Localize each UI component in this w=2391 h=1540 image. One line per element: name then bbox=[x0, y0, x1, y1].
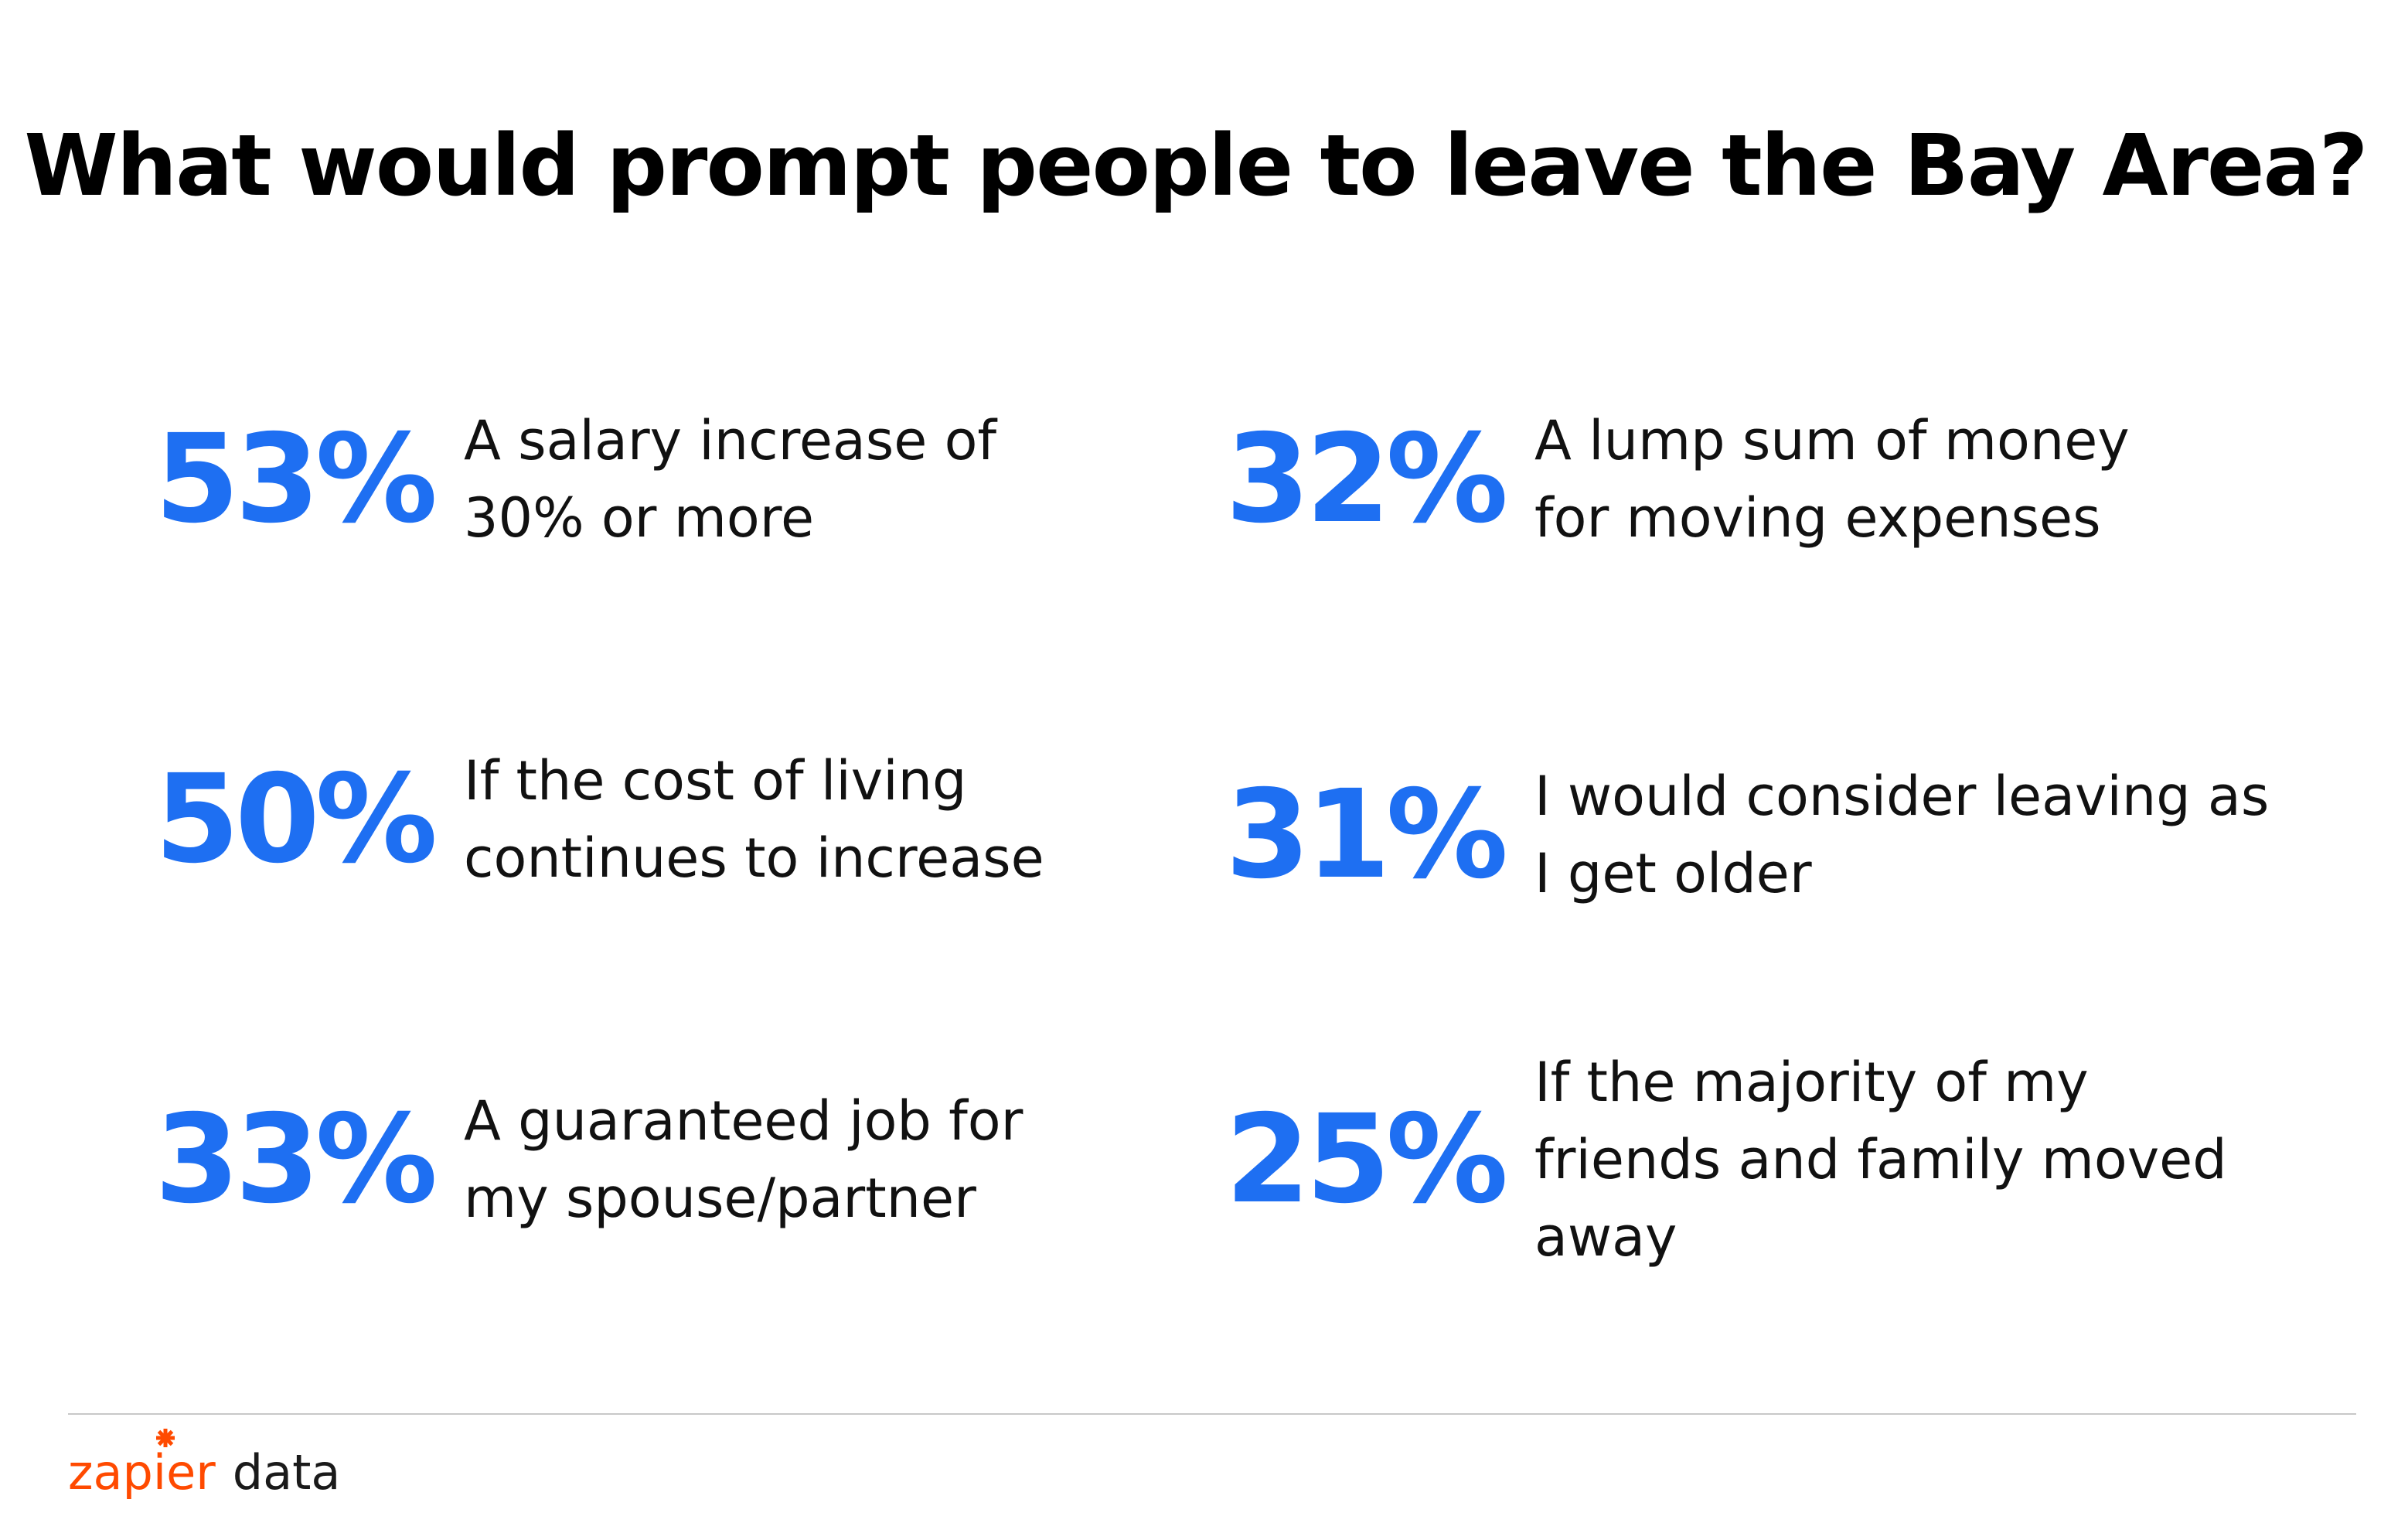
stat-description-line: for moving expenses bbox=[1534, 486, 2101, 550]
stat-description-line: I get older bbox=[1534, 842, 1812, 905]
stat-percentage: 25% bbox=[1225, 1089, 1508, 1231]
stat-description-line: friends and family moved bbox=[1534, 1128, 2227, 1191]
stat-description-line: 30% or more bbox=[464, 486, 815, 550]
stat-description-line: A guaranteed job for bbox=[464, 1089, 1023, 1153]
stat-percentage: 53% bbox=[155, 408, 438, 550]
page-title: What would prompt people to leave the Ba… bbox=[24, 116, 2368, 215]
stat-percentage: 31% bbox=[1225, 764, 1508, 906]
footer-divider bbox=[68, 1413, 2356, 1415]
stat-item: 33% A guaranteed job for my spouse/partn… bbox=[155, 1082, 1023, 1237]
stat-description-line: If the majority of my bbox=[1534, 1051, 2089, 1114]
stat-percentage: 32% bbox=[1225, 408, 1508, 550]
stat-description: If the cost of living continues to incre… bbox=[464, 742, 1044, 897]
stat-item: 50% If the cost of living continues to i… bbox=[155, 742, 1044, 897]
stat-description-line: continues to increase bbox=[464, 826, 1044, 890]
stat-description-line: my spouse/partner bbox=[464, 1167, 976, 1230]
zapier-data-logo: zapier data bbox=[68, 1429, 341, 1501]
logo-brand-text: zapier bbox=[68, 1429, 216, 1501]
stat-description: I would consider leaving as I get older bbox=[1534, 758, 2269, 912]
stat-item: 32% A lump sum of money for moving expen… bbox=[1225, 402, 2130, 557]
stat-description-line: A salary increase of bbox=[464, 409, 997, 472]
stat-description: A salary increase of 30% or more bbox=[464, 402, 996, 557]
stat-description: A lump sum of money for moving expenses bbox=[1534, 402, 2130, 557]
stat-description: If the majority of my friends and family… bbox=[1534, 1044, 2227, 1276]
stat-description-line: I would consider leaving as bbox=[1534, 765, 2270, 828]
stat-item: 31% I would consider leaving as I get ol… bbox=[1225, 758, 2269, 912]
stat-percentage: 33% bbox=[155, 1089, 438, 1231]
stat-item: 53% A salary increase of 30% or more bbox=[155, 402, 996, 557]
logo-brand-word: zapier bbox=[68, 1444, 216, 1501]
stat-description-line: A lump sum of money bbox=[1534, 409, 2130, 472]
stat-description-line: away bbox=[1534, 1205, 1677, 1269]
logo-suffix-text: data bbox=[232, 1444, 341, 1501]
stat-description: A guaranteed job for my spouse/partner bbox=[464, 1082, 1023, 1237]
stat-percentage: 50% bbox=[155, 748, 438, 891]
asterisk-icon bbox=[156, 1429, 175, 1447]
stat-item: 25% If the majority of my friends and fa… bbox=[1225, 1044, 2227, 1276]
stat-description-line: If the cost of living bbox=[464, 749, 967, 813]
